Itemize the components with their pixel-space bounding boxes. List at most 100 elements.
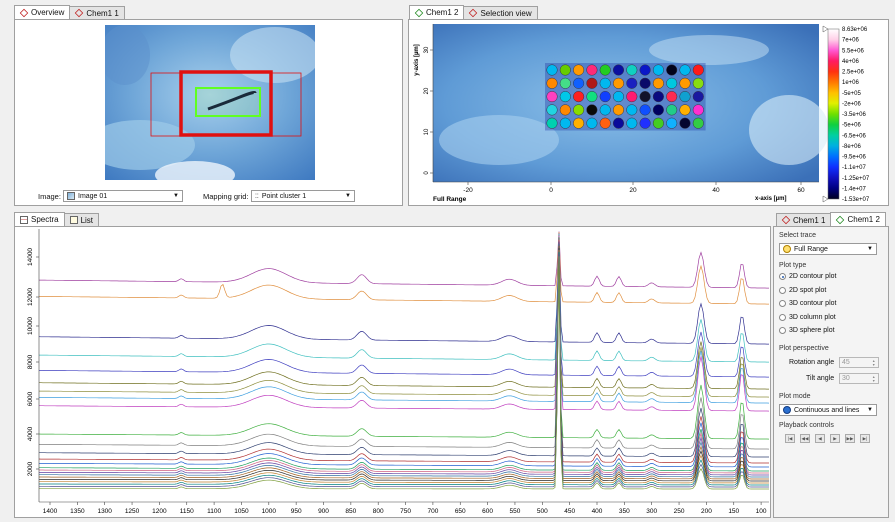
map-point[interactable] [679, 91, 691, 103]
colorbar-max-handle[interactable] [822, 25, 829, 33]
tab-side-chem1-1[interactable]: Chem1 1 [776, 213, 832, 226]
map-point[interactable] [612, 117, 625, 129]
map-point[interactable] [666, 117, 678, 129]
tab-chem1-2[interactable]: Chem1 2 [409, 5, 465, 19]
tab-list[interactable]: List [63, 213, 100, 226]
plot-type-radio[interactable]: 3D column plot [779, 313, 836, 321]
map-point[interactable] [573, 117, 585, 129]
map-point[interactable] [639, 91, 651, 103]
spectrum-trace[interactable] [39, 231, 769, 289]
map-point[interactable] [679, 64, 691, 76]
spectrum-trace[interactable] [39, 238, 769, 468]
map-point[interactable] [599, 77, 611, 89]
map-point[interactable] [599, 104, 611, 116]
map-point[interactable] [546, 64, 558, 76]
map-point[interactable] [692, 91, 704, 103]
plot-mode-select[interactable]: Continuous and lines ▼ [779, 404, 877, 416]
map-point[interactable] [679, 104, 691, 116]
radio-indicator[interactable] [779, 300, 786, 307]
map-point[interactable] [546, 77, 558, 89]
map-point[interactable] [692, 77, 704, 89]
map-point[interactable] [559, 64, 571, 76]
playback-last-button[interactable]: ▶| [860, 434, 870, 443]
map-point[interactable] [559, 104, 571, 116]
map-point[interactable] [666, 104, 678, 116]
spectrum-trace[interactable] [38, 233, 769, 345]
playback-back-button[interactable]: ◀ [815, 434, 825, 443]
map-point[interactable] [639, 77, 651, 89]
map-point[interactable] [652, 117, 664, 129]
rotation-angle-input[interactable]: 45 [839, 357, 879, 368]
map-point[interactable] [666, 91, 678, 103]
map-point[interactable] [599, 117, 611, 129]
map-point[interactable] [626, 77, 638, 89]
map-point[interactable] [652, 64, 664, 76]
tab-selection-view[interactable]: Selection view [463, 6, 538, 19]
spectrum-trace[interactable] [39, 234, 769, 363]
map-point[interactable] [652, 104, 664, 116]
chem-map[interactable]: -20 0 20 40 60 30 20 10 0 y-axis [µm] x-axis [µ… [409, 20, 888, 205]
mapping-grid-select[interactable]: ⁚⁚ Point cluster 1 ▼ [251, 190, 355, 202]
map-point[interactable] [692, 64, 704, 76]
map-point[interactable] [692, 104, 704, 116]
map-point[interactable] [612, 104, 625, 116]
plot-type-radio[interactable]: 2D contour plot [779, 273, 836, 280]
map-point[interactable] [573, 77, 585, 89]
spectrum-trace[interactable] [39, 232, 769, 305]
tab-overview[interactable]: Overview [14, 5, 71, 19]
map-point[interactable] [586, 117, 598, 129]
map-point[interactable] [639, 64, 651, 76]
map-point[interactable] [639, 104, 651, 116]
tab-spectra[interactable]: Spectra [14, 212, 65, 226]
tab-chem1-1[interactable]: Chem1 1 [69, 6, 125, 19]
spectrum-trace[interactable] [39, 252, 769, 486]
spectrum-trace[interactable] [38, 236, 770, 440]
map-point[interactable] [612, 91, 625, 103]
map-point[interactable] [546, 104, 558, 116]
map-point[interactable] [559, 91, 571, 103]
spectrum-trace[interactable] [39, 237, 769, 458]
spectrum-trace[interactable] [39, 249, 769, 484]
map-point[interactable] [559, 77, 571, 89]
overview-image[interactable] [105, 25, 315, 180]
spectrum-trace[interactable] [39, 238, 769, 472]
colorbar-min-handle[interactable] [822, 195, 829, 203]
trace-select[interactable]: Full Range ▼ [779, 243, 877, 255]
spectrum-trace[interactable] [39, 234, 769, 378]
spectrum-trace[interactable] [39, 235, 770, 404]
spectrum-trace[interactable] [39, 237, 770, 450]
tilt-angle-input[interactable]: 30 [839, 373, 879, 384]
map-point[interactable] [586, 104, 598, 116]
map-point[interactable] [626, 91, 638, 103]
map-point[interactable] [666, 77, 678, 89]
map-point[interactable] [639, 117, 651, 129]
map-point[interactable] [546, 117, 558, 129]
radio-indicator[interactable] [779, 286, 786, 294]
map-point[interactable] [586, 77, 598, 89]
plot-type-radio[interactable]: 3D contour plot [779, 300, 836, 307]
map-point[interactable] [559, 117, 571, 129]
spectrum-trace[interactable] [38, 237, 769, 464]
radio-indicator[interactable] [779, 273, 786, 280]
playback-first-button[interactable]: |◀ [785, 434, 795, 443]
map-point[interactable] [652, 91, 664, 103]
image-select[interactable]: Image 01 ▼ [63, 190, 183, 202]
map-point[interactable] [573, 91, 585, 103]
map-point[interactable] [652, 77, 664, 89]
spectrum-trace[interactable] [39, 235, 770, 412]
spectrum-trace[interactable] [39, 239, 769, 474]
map-point[interactable] [666, 64, 678, 76]
spectrum-trace[interactable] [39, 235, 770, 398]
plot-type-radio[interactable]: 2D spot plot [779, 286, 826, 294]
spectra-plot[interactable]: 1400 1350 1300 1250 1200 1150 1100 1050 1000 950 9… [15, 227, 770, 517]
map-point[interactable] [626, 104, 638, 116]
map-point[interactable] [586, 64, 598, 76]
spectrum-trace[interactable] [39, 235, 769, 390]
spectrum-trace[interactable] [39, 241, 769, 476]
spectrum-trace[interactable] [39, 243, 769, 478]
map-point[interactable] [679, 117, 691, 129]
radio-indicator[interactable] [779, 313, 786, 321]
map-point[interactable] [612, 77, 625, 89]
playback-forward-button[interactable]: ▶▶ [845, 434, 855, 443]
spectrum-trace[interactable] [39, 254, 769, 488]
